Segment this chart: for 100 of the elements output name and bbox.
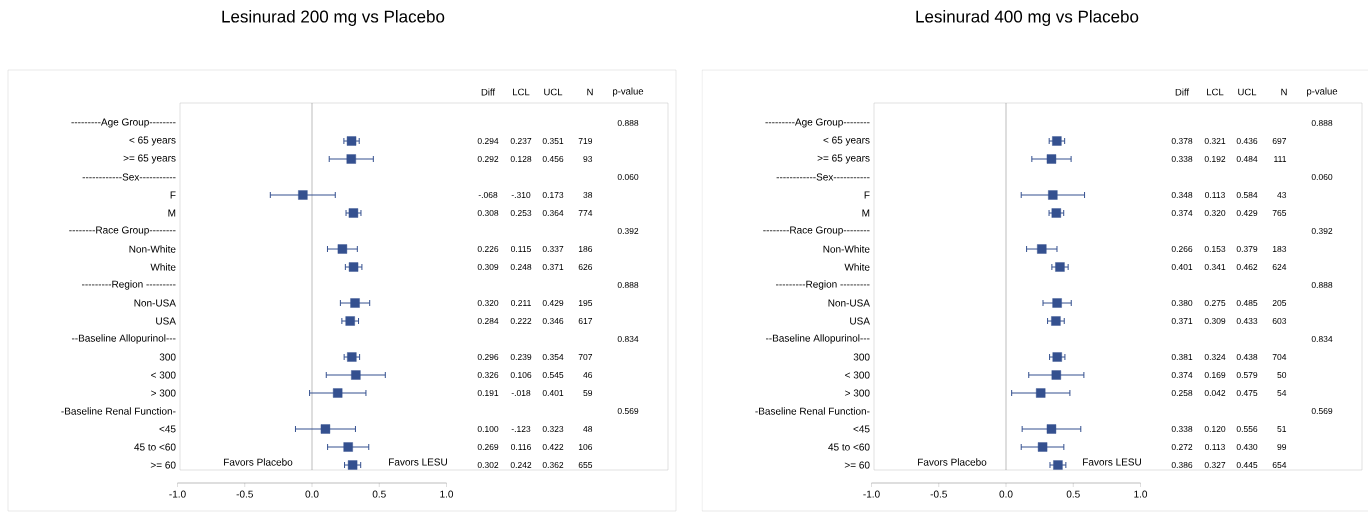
text: 704 (1272, 354, 1287, 361)
x-tick-label: 0.5 (1066, 490, 1080, 498)
text: 0.211 (511, 300, 531, 307)
annotation: Favors Placebo (224, 458, 293, 466)
data-label: 0.378 (1171, 138, 1193, 145)
text: 0.173 (542, 192, 564, 199)
text: -.018 (511, 390, 531, 397)
text: 0.462 (1236, 264, 1258, 271)
text: 0.060 (1311, 174, 1333, 181)
text: 0.429 (542, 300, 564, 307)
text: 774 (578, 210, 593, 216)
x-tick-label: 0.0 (305, 490, 319, 498)
text: 0.192 (1204, 156, 1226, 163)
data-label: 0.320 (477, 300, 499, 307)
text: 624 (1272, 264, 1287, 271)
text: 0.106 (510, 372, 532, 379)
text: 765 (1272, 210, 1287, 217)
text: LCL (513, 88, 530, 96)
data-label: 0.292 (477, 156, 499, 163)
text: 719 (578, 138, 593, 145)
text: 0.222 (510, 318, 532, 325)
data-label: 0.374 (1171, 210, 1193, 217)
text: 106 (578, 444, 593, 451)
y-tick-label: >= 60 (150, 461, 176, 469)
data-label: 0.284 (477, 318, 499, 325)
text: 0.042 (1204, 390, 1226, 397)
y-tick-label: >= 65 years (123, 154, 176, 164)
text: 0.436 (1236, 138, 1258, 145)
y-tick-label: White (844, 263, 870, 271)
y-tick-label: >= 60 (844, 461, 870, 469)
text: 0.485 (1236, 300, 1258, 307)
text: 0.484 (1236, 156, 1258, 163)
data-label: 0.401 (1171, 264, 1193, 271)
text: 0.237 (510, 138, 532, 145)
text: 59 (583, 390, 593, 397)
text: 195 (578, 300, 593, 307)
text: UCL (1238, 88, 1257, 96)
text: 0.430 (1236, 444, 1258, 451)
text: Diff (481, 88, 496, 96)
text: 0.433 (1236, 318, 1258, 325)
y-tick-label: ------------Sex----------- (776, 173, 870, 181)
text: 0.169 (1204, 372, 1226, 379)
text: 0.153 (1204, 246, 1226, 253)
text: 0.584 (1236, 192, 1258, 199)
x-tick-label: 0.5 (372, 490, 386, 498)
chart-title: Lesinurad 200 mg vs Placebo (222, 10, 445, 26)
text: 626 (578, 264, 593, 271)
text: 0.834 (617, 336, 639, 343)
data-label: 0.269 (477, 444, 499, 451)
text: 50 (1277, 372, 1287, 379)
y-tick-label: -Baseline Renal Function- (61, 407, 176, 415)
data-label: 0.272 (1171, 444, 1193, 451)
y-tick-label: M (168, 209, 176, 217)
y-tick-label: -Baseline Renal Function- (755, 407, 870, 415)
text: 0.362 (542, 462, 564, 469)
text: 707 (578, 354, 593, 361)
y-tick-label: 45 to <60 (134, 443, 176, 451)
y-tick-label: USA (850, 317, 870, 325)
data-label: 0.308 (477, 210, 499, 217)
y-tick-label: 45 to <60 (828, 443, 870, 451)
data-label: 0.258 (1171, 390, 1193, 397)
y-tick-label: --Baseline Allopurinol--- (71, 334, 176, 344)
data-label: 0.309 (477, 264, 499, 271)
y-tick-label: Non-White (823, 245, 870, 253)
y-tick-label: <45 (853, 425, 870, 433)
y-tick-label: ---------Age Group-------- (765, 118, 870, 128)
text: N (1281, 88, 1287, 96)
text: 0.275 (1204, 300, 1226, 307)
text: 0.834 (1311, 336, 1333, 343)
text: 0.324 (1204, 354, 1226, 361)
text: N (587, 88, 593, 96)
text: 655 (578, 462, 593, 469)
data-label: 0.296 (477, 354, 499, 361)
y-tick-label: ---------Region --------- (82, 280, 176, 290)
y-tick-label: ---------Region --------- (776, 280, 870, 290)
y-tick-label: > 300 (845, 389, 870, 397)
text: 0.351 (542, 138, 564, 145)
text: 0.120 (1204, 426, 1226, 433)
text: 54 (1277, 390, 1287, 396)
text: 0.888 (617, 282, 639, 289)
y-tick-label: --Baseline Allopurinol--- (765, 334, 870, 344)
text: 0.128 (510, 156, 532, 163)
text: 99 (1277, 444, 1287, 451)
text: 48 (583, 426, 593, 433)
text: p-value (1307, 87, 1338, 97)
y-tick-label: Non-White (129, 245, 176, 253)
text: 0.888 (617, 120, 639, 127)
text: 183 (1272, 246, 1287, 253)
data-label: 0.326 (477, 372, 499, 379)
text: 0.327 (1204, 462, 1226, 469)
data-label: 0.371 (1171, 318, 1193, 325)
y-tick-label: White (150, 263, 176, 271)
y-tick-label: M (862, 209, 870, 217)
text: 43 (1277, 192, 1287, 199)
text: 0.309 (1204, 318, 1226, 325)
text: 0.392 (1311, 228, 1333, 235)
text: 0.569 (617, 408, 639, 415)
text: 0.438 (1236, 354, 1258, 361)
y-tick-label: < 300 (845, 371, 870, 379)
chart-title: Lesinurad 400 mg vs Placebo (916, 10, 1139, 26)
